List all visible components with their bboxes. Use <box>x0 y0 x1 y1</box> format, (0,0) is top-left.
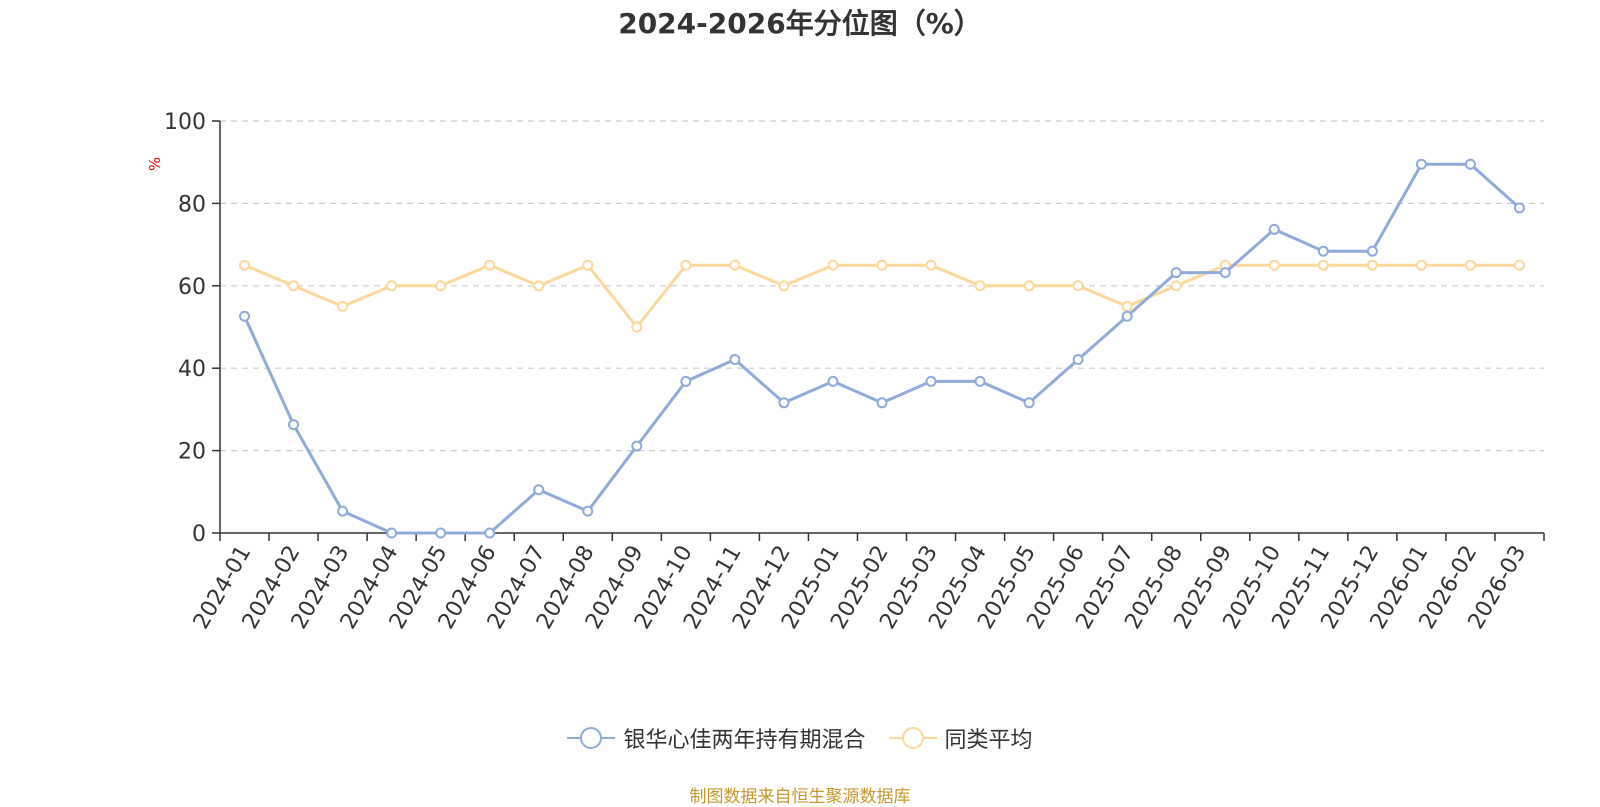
data-point-0-2024-02 <box>288 419 300 431</box>
y-tick-label-20: 20 <box>178 440 206 465</box>
legend-label-fund: 银华心佳两年持有期混合 <box>623 728 866 753</box>
data-point-0-2025-04 <box>974 375 986 387</box>
series-lines <box>239 158 1525 539</box>
data-point-0-2025-01 <box>827 375 839 387</box>
y-tick-label-80: 80 <box>178 192 206 217</box>
data-point-1-2026-01 <box>1415 259 1427 271</box>
data-point-0-2025-08 <box>1170 267 1182 279</box>
data-point-1-2025-03 <box>925 259 937 271</box>
data-point-1-2025-04 <box>974 280 986 292</box>
data-point-1-2024-11 <box>729 259 741 271</box>
data-point-1-2025-11 <box>1317 259 1329 271</box>
data-point-0-2024-03 <box>337 505 349 517</box>
legend-item-fund[interactable]: 银华心佳两年持有期混合 <box>567 722 866 754</box>
data-point-0-2024-04 <box>386 527 398 539</box>
series-1 <box>239 259 1525 333</box>
data-point-0-2025-12 <box>1366 245 1378 257</box>
y-tick-label-100: 100 <box>164 110 206 135</box>
data-point-0-2024-07 <box>533 484 545 496</box>
data-point-0-2025-11 <box>1317 245 1329 257</box>
legend-swatch-fund <box>567 726 616 750</box>
data-point-0-2024-12 <box>778 397 790 409</box>
data-point-1-2024-09 <box>631 321 643 333</box>
data-point-1-2024-01 <box>239 259 251 271</box>
data-point-1-2026-02 <box>1464 259 1476 271</box>
data-point-0-2025-09 <box>1219 267 1231 279</box>
data-point-0-2025-06 <box>1072 354 1084 366</box>
data-point-1-2024-03 <box>337 300 349 312</box>
data-point-0-2024-05 <box>435 527 447 539</box>
series-line-0 <box>243 162 1521 535</box>
data-point-1-2024-12 <box>778 280 790 292</box>
data-point-0-2024-06 <box>484 527 496 539</box>
data-point-1-2025-07 <box>1121 300 1133 312</box>
data-point-0-2026-01 <box>1415 158 1427 170</box>
legend-label-peer-average: 同类平均 <box>944 728 1033 753</box>
data-point-0-2024-08 <box>582 505 594 517</box>
y-tick-label-0: 0 <box>192 522 206 547</box>
data-point-1-2025-10 <box>1268 259 1280 271</box>
data-point-0-2026-03 <box>1513 202 1525 214</box>
data-point-1-2024-08 <box>582 259 594 271</box>
series-0 <box>239 158 1525 539</box>
data-point-1-2024-07 <box>533 280 545 292</box>
data-point-1-2024-06 <box>484 259 496 271</box>
data-point-0-2025-10 <box>1268 223 1280 235</box>
data-point-0-2025-03 <box>925 375 937 387</box>
data-point-0-2025-07 <box>1121 310 1133 322</box>
legend-item-peer-average[interactable]: 同类平均 <box>888 722 1033 754</box>
legend: 银华心佳两年持有期混合 同类平均 <box>0 722 1600 756</box>
data-point-1-2024-05 <box>435 280 447 292</box>
data-point-1-2024-02 <box>288 280 300 292</box>
data-point-0-2024-11 <box>729 354 741 366</box>
y-axis-unit: % <box>146 157 164 171</box>
data-point-1-2024-04 <box>386 280 398 292</box>
data-point-1-2025-08 <box>1170 280 1182 292</box>
data-point-1-2025-12 <box>1366 259 1378 271</box>
data-point-1-2025-06 <box>1072 280 1084 292</box>
data-point-0-2024-10 <box>680 375 692 387</box>
data-point-0-2024-09 <box>631 440 643 452</box>
data-point-1-2024-10 <box>680 259 692 271</box>
y-tick-label-60: 60 <box>178 275 206 300</box>
axes: 0204060801002024-012024-022024-032024-04… <box>164 110 1545 633</box>
data-point-0-2026-02 <box>1464 158 1476 170</box>
chart-title: 2024-2026年分位图（%） <box>618 7 982 40</box>
source-note: 制图数据来自恒生聚源数据库 <box>689 787 911 807</box>
data-point-1-2025-02 <box>876 259 888 271</box>
y-tick-label-40: 40 <box>178 357 206 382</box>
series-line-1 <box>243 263 1520 329</box>
data-point-0-2025-05 <box>1023 397 1035 409</box>
data-point-1-2025-01 <box>827 259 839 271</box>
data-point-1-2026-03 <box>1513 259 1525 271</box>
data-point-0-2025-02 <box>876 397 888 409</box>
data-point-1-2025-05 <box>1023 280 1035 292</box>
legend-swatch-peer-average <box>888 726 937 750</box>
data-point-0-2024-01 <box>239 310 251 322</box>
